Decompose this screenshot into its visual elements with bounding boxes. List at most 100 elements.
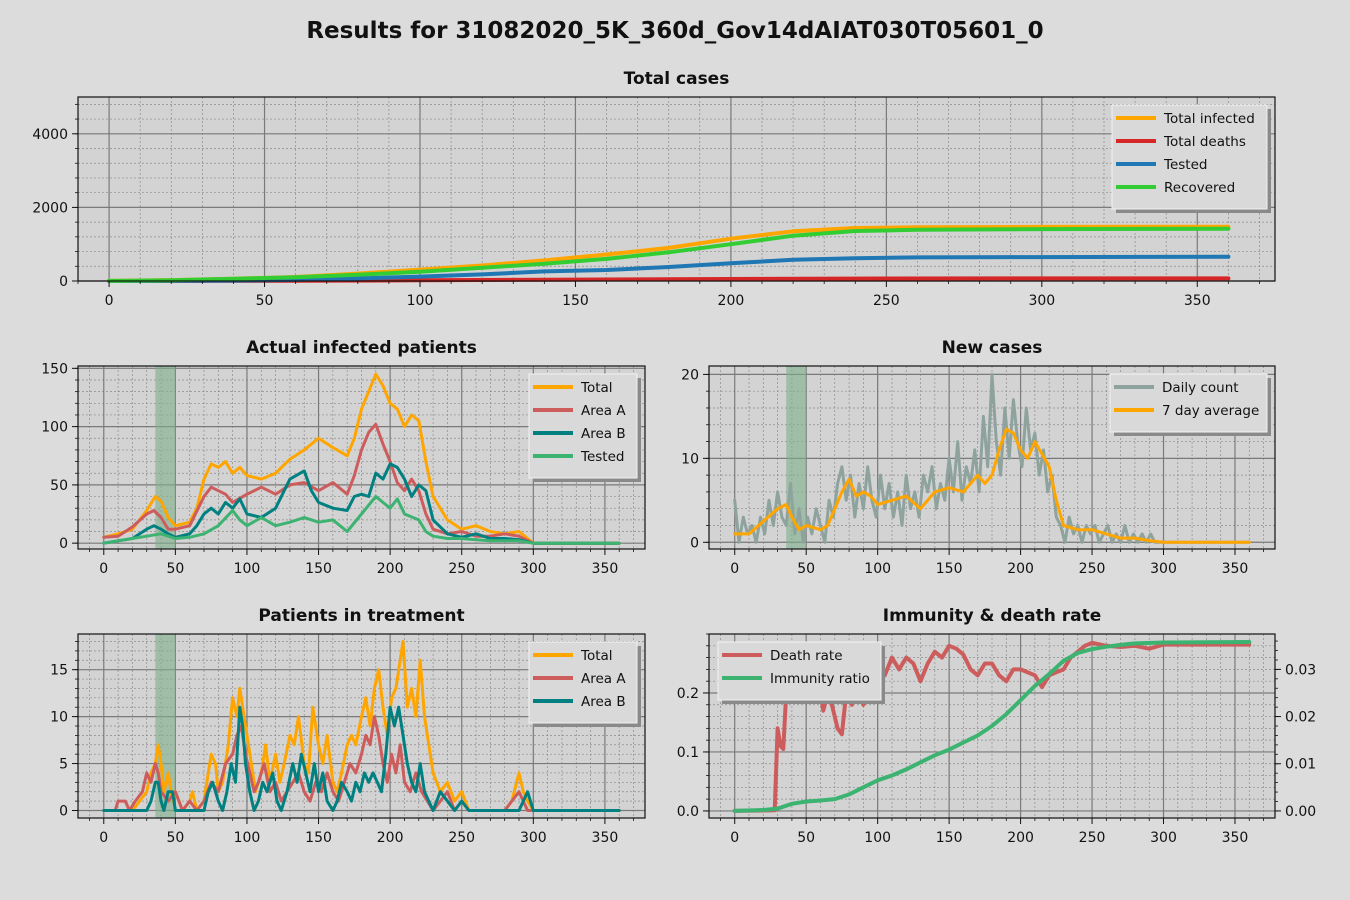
x-tick-label: 100: [864, 830, 891, 846]
y-tick-label: 0: [59, 803, 68, 819]
x-tick-label: 100: [864, 561, 891, 577]
legend-label: Area A: [581, 671, 626, 687]
legend-label: Total deaths: [1163, 134, 1246, 150]
figure-title: Results for 31082020_5K_360d_Gov14dAIAT0…: [306, 18, 1043, 44]
y-tick-label: 10: [681, 451, 699, 467]
chart-actual-infected: 0 50 100 150 200 250 300 350 0 50 100 150 Actual inf…: [41, 338, 646, 577]
legend-box: [528, 373, 638, 479]
x-tick-label: 350: [592, 830, 619, 846]
chart-title: Patients in treatment: [258, 606, 464, 626]
y-tick-label: 0.0: [677, 804, 699, 820]
series-line-recovered: [107, 226, 1231, 283]
x-tick-label: 300: [520, 830, 547, 846]
y2-tick-label: 0.00: [1285, 804, 1316, 820]
legend-label: Tested: [1163, 157, 1207, 173]
legend-label: Death rate: [770, 648, 843, 664]
legend-box: [717, 641, 882, 701]
x-tick-label: 200: [377, 830, 404, 846]
x-tick-label: 0: [99, 830, 108, 846]
x-tick-label: 200: [377, 561, 404, 577]
x-tick-label: 200: [718, 293, 745, 309]
chart-immunity-death: 0 50 100 150 200 250 300 350 0.0 0.1 0.2 0.00 0.01 0.…: [677, 606, 1316, 846]
x-tick-label: 150: [936, 561, 963, 577]
x-tick-label: 0: [730, 830, 739, 846]
x-tick-label: 250: [873, 293, 900, 309]
legend: Total infected Total deaths Tested Recovere…: [1111, 104, 1271, 213]
x-tick-label: 250: [448, 561, 475, 577]
series-line-immunity-ratio: [732, 640, 1252, 813]
legend-label: Area B: [581, 694, 626, 710]
x-tick-label: 150: [305, 830, 332, 846]
legend-label: Tested: [580, 449, 624, 465]
x-tick-label: 0: [105, 293, 114, 309]
y-tick-label: 50: [50, 478, 68, 494]
y-tick-label: 0: [690, 535, 699, 551]
x-tick-label: 150: [562, 293, 589, 309]
x-tick-label: 150: [936, 830, 963, 846]
series-line-7-day-average: [733, 427, 1251, 544]
legend-label: Total: [580, 648, 613, 664]
x-tick-label: 200: [1007, 561, 1034, 577]
series-line-total: [102, 372, 621, 545]
legend-box: [1109, 373, 1268, 433]
x-tick-label: 300: [1150, 561, 1177, 577]
chart-title: New cases: [942, 338, 1043, 358]
x-tick-label: 250: [448, 830, 475, 846]
x-tick-label: 200: [1007, 830, 1034, 846]
chart-title: Immunity & death rate: [883, 606, 1102, 626]
legend-label: Total: [580, 380, 613, 396]
axes-frame: [77, 96, 1276, 282]
y-tick-label: 2000: [32, 200, 68, 216]
x-tick-label: 300: [520, 561, 547, 577]
legend: Death rate Immunity ratio: [717, 641, 885, 704]
plot-area: [78, 97, 1275, 281]
x-tick-label: 50: [797, 561, 815, 577]
x-tick-label: 50: [166, 561, 184, 577]
chart-title: Total cases: [624, 69, 730, 89]
y-tick-label: 5: [59, 757, 68, 773]
x-tick-label: 100: [234, 561, 261, 577]
y-tick-label: 150: [41, 361, 68, 377]
x-tick-label: 100: [234, 830, 261, 846]
series-line-tested: [102, 495, 621, 545]
legend: Total Area A Area B: [528, 641, 641, 727]
x-tick-label: 250: [1079, 830, 1106, 846]
y2-tick-label: 0.03: [1285, 662, 1316, 678]
legend-label: Recovered: [1164, 180, 1235, 196]
legend: Total Area A Area B Tested: [528, 373, 641, 482]
x-tick-label: 350: [1184, 293, 1211, 309]
chart-total-cases: 0 50 100 150 200 250 300 350 0 2000 4000 Total case…: [32, 69, 1276, 309]
legend-label: Immunity ratio: [770, 671, 870, 687]
x-tick-label: 0: [730, 561, 739, 577]
chart-patients-treatment: 0 50 100 150 200 250 300 350 0 5 10 15 Patients in t…: [50, 606, 646, 846]
x-tick-label: 300: [1028, 293, 1055, 309]
x-tick-label: 300: [1150, 830, 1177, 846]
y2-tick-label: 0.01: [1285, 757, 1316, 773]
chart-new-cases: 0 50 100 150 200 250 300 350 0 10 20 New cases Daily…: [681, 338, 1276, 577]
y-tick-label: 10: [50, 710, 68, 726]
y-tick-label: 100: [41, 420, 68, 436]
x-tick-label: 350: [1222, 561, 1249, 577]
y2-tick-label: 0.02: [1285, 710, 1316, 726]
x-tick-label: 100: [407, 293, 434, 309]
y-tick-label: 0: [59, 536, 68, 552]
series-line-tested: [107, 254, 1231, 283]
x-tick-label: 50: [797, 830, 815, 846]
highlight-band: [155, 634, 176, 818]
x-tick-label: 50: [166, 830, 184, 846]
x-tick-label: 250: [1079, 561, 1106, 577]
chart-title: Actual infected patients: [246, 338, 477, 358]
legend-label: Daily count: [1162, 380, 1239, 396]
legend: Daily count 7 day average: [1109, 373, 1271, 436]
series-line-area-b: [102, 705, 621, 812]
y-tick-label: 0.2: [677, 686, 699, 702]
x-tick-label: 150: [305, 561, 332, 577]
series-line-area-b: [102, 462, 621, 545]
x-tick-label: 50: [256, 293, 274, 309]
legend-label: Area A: [581, 403, 626, 419]
y-tick-label: 4000: [32, 127, 68, 143]
x-tick-label: 0: [99, 561, 108, 577]
legend-box: [1111, 104, 1268, 210]
y-tick-label: 0: [59, 274, 68, 290]
legend-label: 7 day average: [1162, 403, 1259, 419]
